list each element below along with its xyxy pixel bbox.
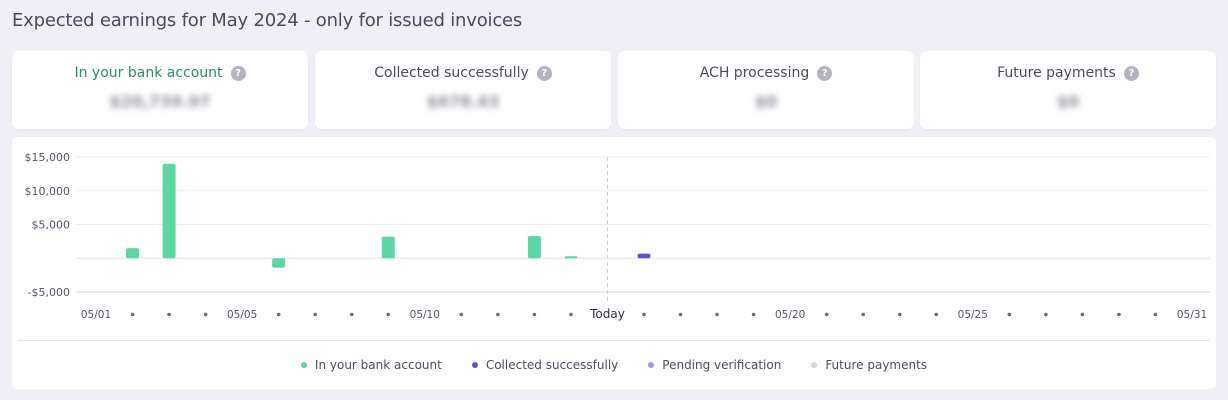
x-tick-dot — [130, 312, 135, 317]
summary-cards: In your bank account ? $20,739.97 Collec… — [12, 51, 1216, 129]
x-tick-dot — [1044, 312, 1048, 317]
card-future-payments: Future payments ? $0 — [920, 51, 1216, 129]
x-tick-dot — [715, 312, 719, 317]
x-tick-dot — [751, 312, 756, 317]
x-tick-dot — [642, 312, 646, 317]
card-label: In your bank account — [74, 65, 223, 81]
x-tick-dot — [1007, 312, 1012, 317]
help-icon[interactable]: ? — [817, 65, 833, 81]
y-tick-label: $15,000 — [25, 151, 71, 164]
card-label: Future payments — [997, 65, 1116, 81]
card-collected-successfully: Collected successfully ? $678.43 — [315, 51, 611, 129]
bar — [126, 248, 140, 259]
x-tick-dot — [934, 312, 939, 317]
card-header: Future payments ? — [920, 65, 1216, 81]
x-tick-dot — [313, 312, 318, 317]
card-header: Collected successfully ? — [315, 65, 611, 81]
x-tick-label: 05/01 — [81, 309, 111, 321]
page-title: Expected earnings for May 2024 - only fo… — [12, 10, 523, 31]
legend-label: Pending verification — [662, 358, 782, 372]
bar — [637, 253, 651, 259]
legend-dot — [300, 362, 307, 368]
x-tick-dot — [824, 312, 829, 317]
card-header: In your bank account ? — [12, 65, 308, 81]
legend-label: Future payments — [825, 358, 928, 372]
help-icon[interactable]: ? — [230, 65, 246, 81]
bar — [527, 235, 541, 259]
x-tick-label: 05/25 — [958, 309, 988, 321]
legend-item-future-payments[interactable]: Future payments — [811, 358, 927, 372]
x-tick-dot — [1153, 312, 1158, 317]
card-value: $0 — [1056, 92, 1080, 111]
x-tick-label: 05/05 — [227, 309, 257, 321]
x-tick-label: 05/10 — [410, 309, 440, 321]
legend-divider — [18, 340, 1210, 341]
x-tick-dot — [678, 312, 683, 317]
legend-dot — [648, 362, 655, 368]
x-tick-dot — [897, 312, 902, 317]
x-tick-dot — [569, 312, 573, 317]
x-tick-dot — [349, 312, 354, 317]
x-tick-label: 05/20 — [775, 309, 805, 321]
x-tick-dot — [1080, 312, 1085, 317]
help-icon[interactable]: ? — [536, 65, 552, 81]
x-tick-dot — [386, 312, 391, 317]
help-icon[interactable]: ? — [1123, 65, 1139, 81]
bar — [162, 163, 176, 259]
x-tick-dot — [1117, 312, 1121, 317]
x-tick-dot — [861, 312, 865, 317]
card-label: Collected successfully — [374, 65, 529, 81]
legend-label: Collected successfully — [485, 358, 619, 372]
bar — [381, 236, 395, 259]
x-tick-dot — [532, 312, 537, 317]
card-value: $0 — [754, 92, 778, 111]
card-value: $20,739.97 — [109, 92, 211, 111]
legend-item-pending-verification[interactable]: Pending verification — [648, 358, 781, 372]
bar — [564, 256, 578, 259]
legend-dot — [471, 362, 478, 368]
card-header: ACH processing ? — [618, 65, 914, 81]
legend-item-collected-successfully[interactable]: Collected successfully — [471, 358, 619, 372]
legend-item-bank-account[interactable]: In your bank account — [300, 358, 442, 372]
x-tick-dot — [167, 312, 171, 317]
card-bank-account: In your bank account ? $20,739.97 — [12, 51, 308, 129]
x-tick-dot — [459, 312, 464, 317]
card-ach-processing: ACH processing ? $0 — [618, 51, 914, 129]
card-label: ACH processing — [699, 65, 810, 81]
card-value: $678.43 — [426, 92, 500, 111]
x-tick-dot — [276, 312, 281, 317]
x-tick-dot — [203, 312, 208, 317]
y-tick-label: $10,000 — [25, 185, 71, 198]
x-tick-label: 05/31 — [1177, 309, 1207, 321]
x-tick-dot — [496, 312, 500, 317]
y-tick-label: $5,000 — [32, 219, 71, 232]
x-label-today: Today — [589, 307, 625, 321]
bar — [272, 258, 286, 268]
legend-dot — [811, 362, 818, 368]
chart-legend: In your bank account Collected successfu… — [12, 358, 1216, 372]
earnings-chart-card: $15,000 $10,000 $5,000 -$5,000 05/01 05/05 05/… — [12, 137, 1216, 389]
earnings-chart: $15,000 $10,000 $5,000 -$5,000 05/01 05/05 05/… — [25, 151, 1210, 321]
y-tick-label: -$5,000 — [28, 286, 70, 299]
legend-label: In your bank account — [314, 358, 442, 372]
